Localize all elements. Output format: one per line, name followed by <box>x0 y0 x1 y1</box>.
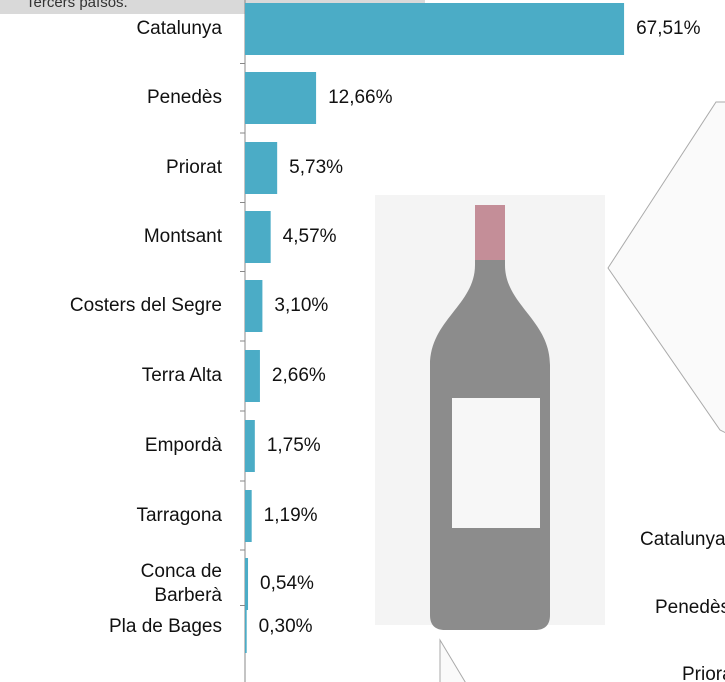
inset-label: Catalunya <box>640 529 725 550</box>
bar <box>245 280 263 332</box>
category-label: Montsant <box>144 226 223 247</box>
callout-shape-bottom <box>439 638 466 682</box>
callout-shape <box>607 101 725 434</box>
category-label: Penedès <box>147 87 222 108</box>
value-label: 0,30% <box>259 616 313 637</box>
value-label: 1,75% <box>267 435 321 456</box>
value-label: 2,66% <box>272 365 326 386</box>
category-label: Catalunya <box>136 18 222 39</box>
category-label: Terra Alta <box>142 365 223 386</box>
bar <box>245 420 255 472</box>
bar <box>245 601 247 653</box>
bar <box>245 350 260 402</box>
category-label: Empordà <box>145 435 223 456</box>
value-label: 3,10% <box>274 295 328 316</box>
value-label: 4,57% <box>283 226 337 247</box>
value-label: 1,19% <box>264 505 318 526</box>
category-label: Conca de Barberà <box>141 561 223 606</box>
category-label: Priorat <box>166 157 223 178</box>
bottle-cap <box>475 205 505 260</box>
bar <box>245 3 625 55</box>
category-label: Costers del Segre <box>70 295 222 316</box>
bar <box>245 142 278 194</box>
category-label: Pla de Bages <box>109 616 222 637</box>
value-label: 0,54% <box>260 573 314 594</box>
value-label: 67,51% <box>636 18 701 39</box>
bar <box>245 72 317 124</box>
bottle-label <box>452 398 540 528</box>
value-label: 12,66% <box>328 87 393 108</box>
inset-label: Priorat <box>682 664 725 682</box>
inset-label: Penedès <box>655 597 725 618</box>
category-label: Tarragona <box>136 505 222 526</box>
legend-text: Tercers països. <box>26 0 128 11</box>
value-label: 5,73% <box>289 157 343 178</box>
bar <box>245 490 252 542</box>
bar <box>245 211 271 263</box>
bar <box>245 558 249 610</box>
